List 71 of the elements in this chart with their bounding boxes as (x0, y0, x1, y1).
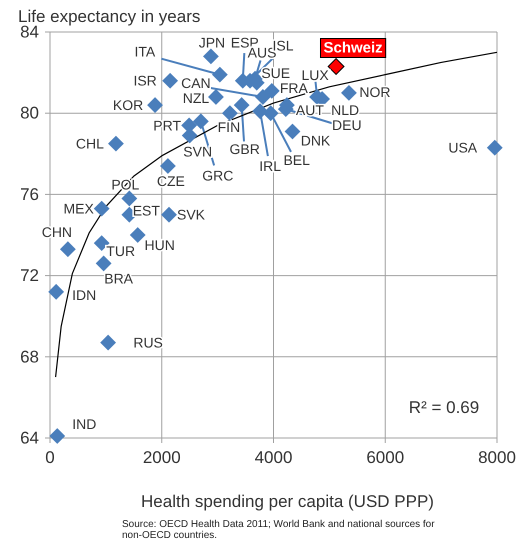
point (147, 97, 163, 113)
point (203, 48, 219, 64)
point (264, 82, 280, 99)
point (49, 428, 66, 444)
point (130, 227, 146, 243)
point (262, 105, 279, 122)
point (234, 97, 250, 113)
annotation: USA (448, 140, 478, 156)
y-tick-label: 80 (20, 104, 39, 123)
x-axis-title: Health spending per capita (USD PPP) (141, 492, 434, 511)
annotation: R² = 0.69 (408, 398, 480, 417)
annotation: PRT (153, 117, 182, 134)
point (96, 256, 112, 272)
point (254, 89, 271, 105)
point (100, 334, 116, 350)
annotation: GBR (229, 141, 260, 158)
point (60, 241, 76, 258)
annotation: BEL (283, 152, 310, 168)
annotation: NOR (359, 84, 390, 100)
annotation: DEU (332, 117, 362, 134)
annotation: CAN (181, 74, 211, 91)
point (94, 200, 110, 217)
y-tick-label: 68 (20, 347, 39, 366)
point (222, 105, 238, 122)
annotation: FIN (218, 119, 240, 136)
y-tick-label: 76 (20, 184, 39, 204)
annotation: CHL (76, 136, 104, 152)
x-tick-label: 6000 (366, 448, 404, 468)
annotation: IND (72, 416, 96, 432)
x-tick-label: 2000 (142, 448, 181, 468)
annotation: HUN (144, 237, 175, 253)
annotation: JPN (198, 34, 226, 50)
annotation: DNK (300, 132, 331, 148)
source-note: Source: OECD Health Data 2011; World Bank and national sources for non-OECD countries. (122, 519, 436, 541)
point (162, 72, 178, 89)
point (328, 58, 344, 75)
series-label: Schweiz (323, 40, 383, 57)
annotation: NZL (182, 90, 210, 106)
point (48, 284, 64, 300)
x-tick-label: 8000 (478, 448, 516, 468)
y-tick-label: 72 (20, 266, 39, 286)
point (161, 206, 177, 223)
annotation: NLD (331, 102, 360, 118)
annotation: SUE (261, 64, 290, 81)
annotation: TUR (106, 243, 136, 260)
annotation: CHN (42, 224, 72, 240)
x-tick-label: 4000 (254, 448, 292, 468)
annotation: IRL (259, 158, 282, 174)
annotation: MEX (64, 200, 95, 217)
point (108, 136, 124, 152)
annotation: ITA (134, 44, 156, 60)
point (208, 89, 224, 105)
annotation: CZE (156, 172, 185, 189)
y-tick-label: 64 (20, 428, 39, 448)
point (160, 158, 176, 174)
point (486, 140, 503, 156)
point (341, 84, 357, 101)
annotation: GRC (202, 167, 234, 184)
annotation: IDN (72, 286, 96, 303)
annotation: AUT (296, 102, 324, 118)
point (192, 113, 209, 130)
x-tick-label: 0 (45, 448, 55, 468)
point (212, 66, 228, 83)
annotation: RUS (133, 334, 163, 351)
point (284, 124, 300, 140)
annotation: KOR (112, 97, 144, 114)
annotation: EST (132, 202, 160, 219)
annotation: BRA (104, 270, 134, 286)
point (121, 190, 138, 206)
annotation: ISR (133, 72, 157, 89)
annotation: SVK (177, 206, 206, 223)
